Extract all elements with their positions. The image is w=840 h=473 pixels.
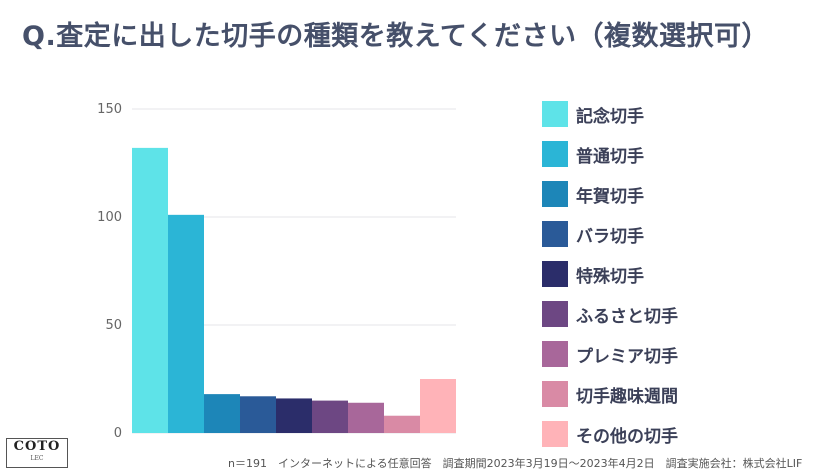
legend-label: 切手趣味週間 bbox=[576, 386, 678, 407]
bar bbox=[240, 396, 276, 433]
page-title: Q.査定に出した切手の種類を教えてください（複数選択可） bbox=[22, 21, 770, 52]
legend-item: プレミア切手 bbox=[542, 334, 678, 374]
bar bbox=[312, 400, 348, 433]
bar bbox=[276, 398, 312, 433]
survey-footnote: n＝191 インターネットによる任意回答 調査期間2023年3月19日〜2023… bbox=[228, 457, 803, 470]
y-tick-label: 50 bbox=[105, 318, 122, 333]
y-tick-label: 0 bbox=[114, 426, 122, 441]
bar bbox=[204, 394, 240, 433]
legend-swatch bbox=[542, 101, 568, 127]
legend-swatch bbox=[542, 141, 568, 167]
bar bbox=[132, 147, 168, 433]
company-logo: COTO LEC bbox=[6, 438, 68, 468]
logo-sub-text: LEC bbox=[30, 455, 44, 462]
legend-swatch bbox=[542, 261, 568, 287]
legend-label: 特殊切手 bbox=[576, 266, 644, 287]
legend-label: 記念切手 bbox=[576, 106, 644, 127]
legend-label: 年賀切手 bbox=[576, 186, 644, 207]
legend-item: 年賀切手 bbox=[542, 174, 678, 214]
legend-label: 普通切手 bbox=[576, 146, 644, 167]
legend-item: 記念切手 bbox=[542, 94, 678, 134]
bar bbox=[168, 214, 204, 433]
bar bbox=[384, 415, 420, 433]
y-tick-label: 100 bbox=[97, 210, 122, 225]
legend-label: ふるさと切手 bbox=[576, 306, 678, 327]
chart-legend: 記念切手普通切手年賀切手バラ切手特殊切手ふるさと切手 プレミア切手 切手趣味週間 その… bbox=[542, 94, 678, 454]
legend-item: その他の切手 bbox=[542, 414, 678, 454]
legend-item: 切手趣味週間 bbox=[542, 374, 678, 414]
legend-item: 特殊切手 bbox=[542, 254, 678, 294]
legend-item: バラ切手 bbox=[542, 214, 678, 254]
legend-swatch bbox=[542, 381, 568, 407]
y-tick-label: 150 bbox=[97, 102, 122, 117]
legend-item: ふるさと切手 bbox=[542, 294, 678, 334]
legend-swatch bbox=[542, 221, 568, 247]
legend-label: バラ切手 bbox=[576, 226, 644, 247]
bar bbox=[420, 379, 456, 433]
logo-main-text: COTO bbox=[13, 439, 61, 454]
legend-swatch bbox=[542, 341, 568, 367]
legend-label: プレミア切手 bbox=[576, 346, 678, 367]
legend-label: その他の切手 bbox=[576, 426, 678, 447]
legend-swatch bbox=[542, 301, 568, 327]
legend-swatch bbox=[542, 421, 568, 447]
bar bbox=[348, 402, 384, 433]
legend-item: 普通切手 bbox=[542, 134, 678, 174]
legend-swatch bbox=[542, 181, 568, 207]
